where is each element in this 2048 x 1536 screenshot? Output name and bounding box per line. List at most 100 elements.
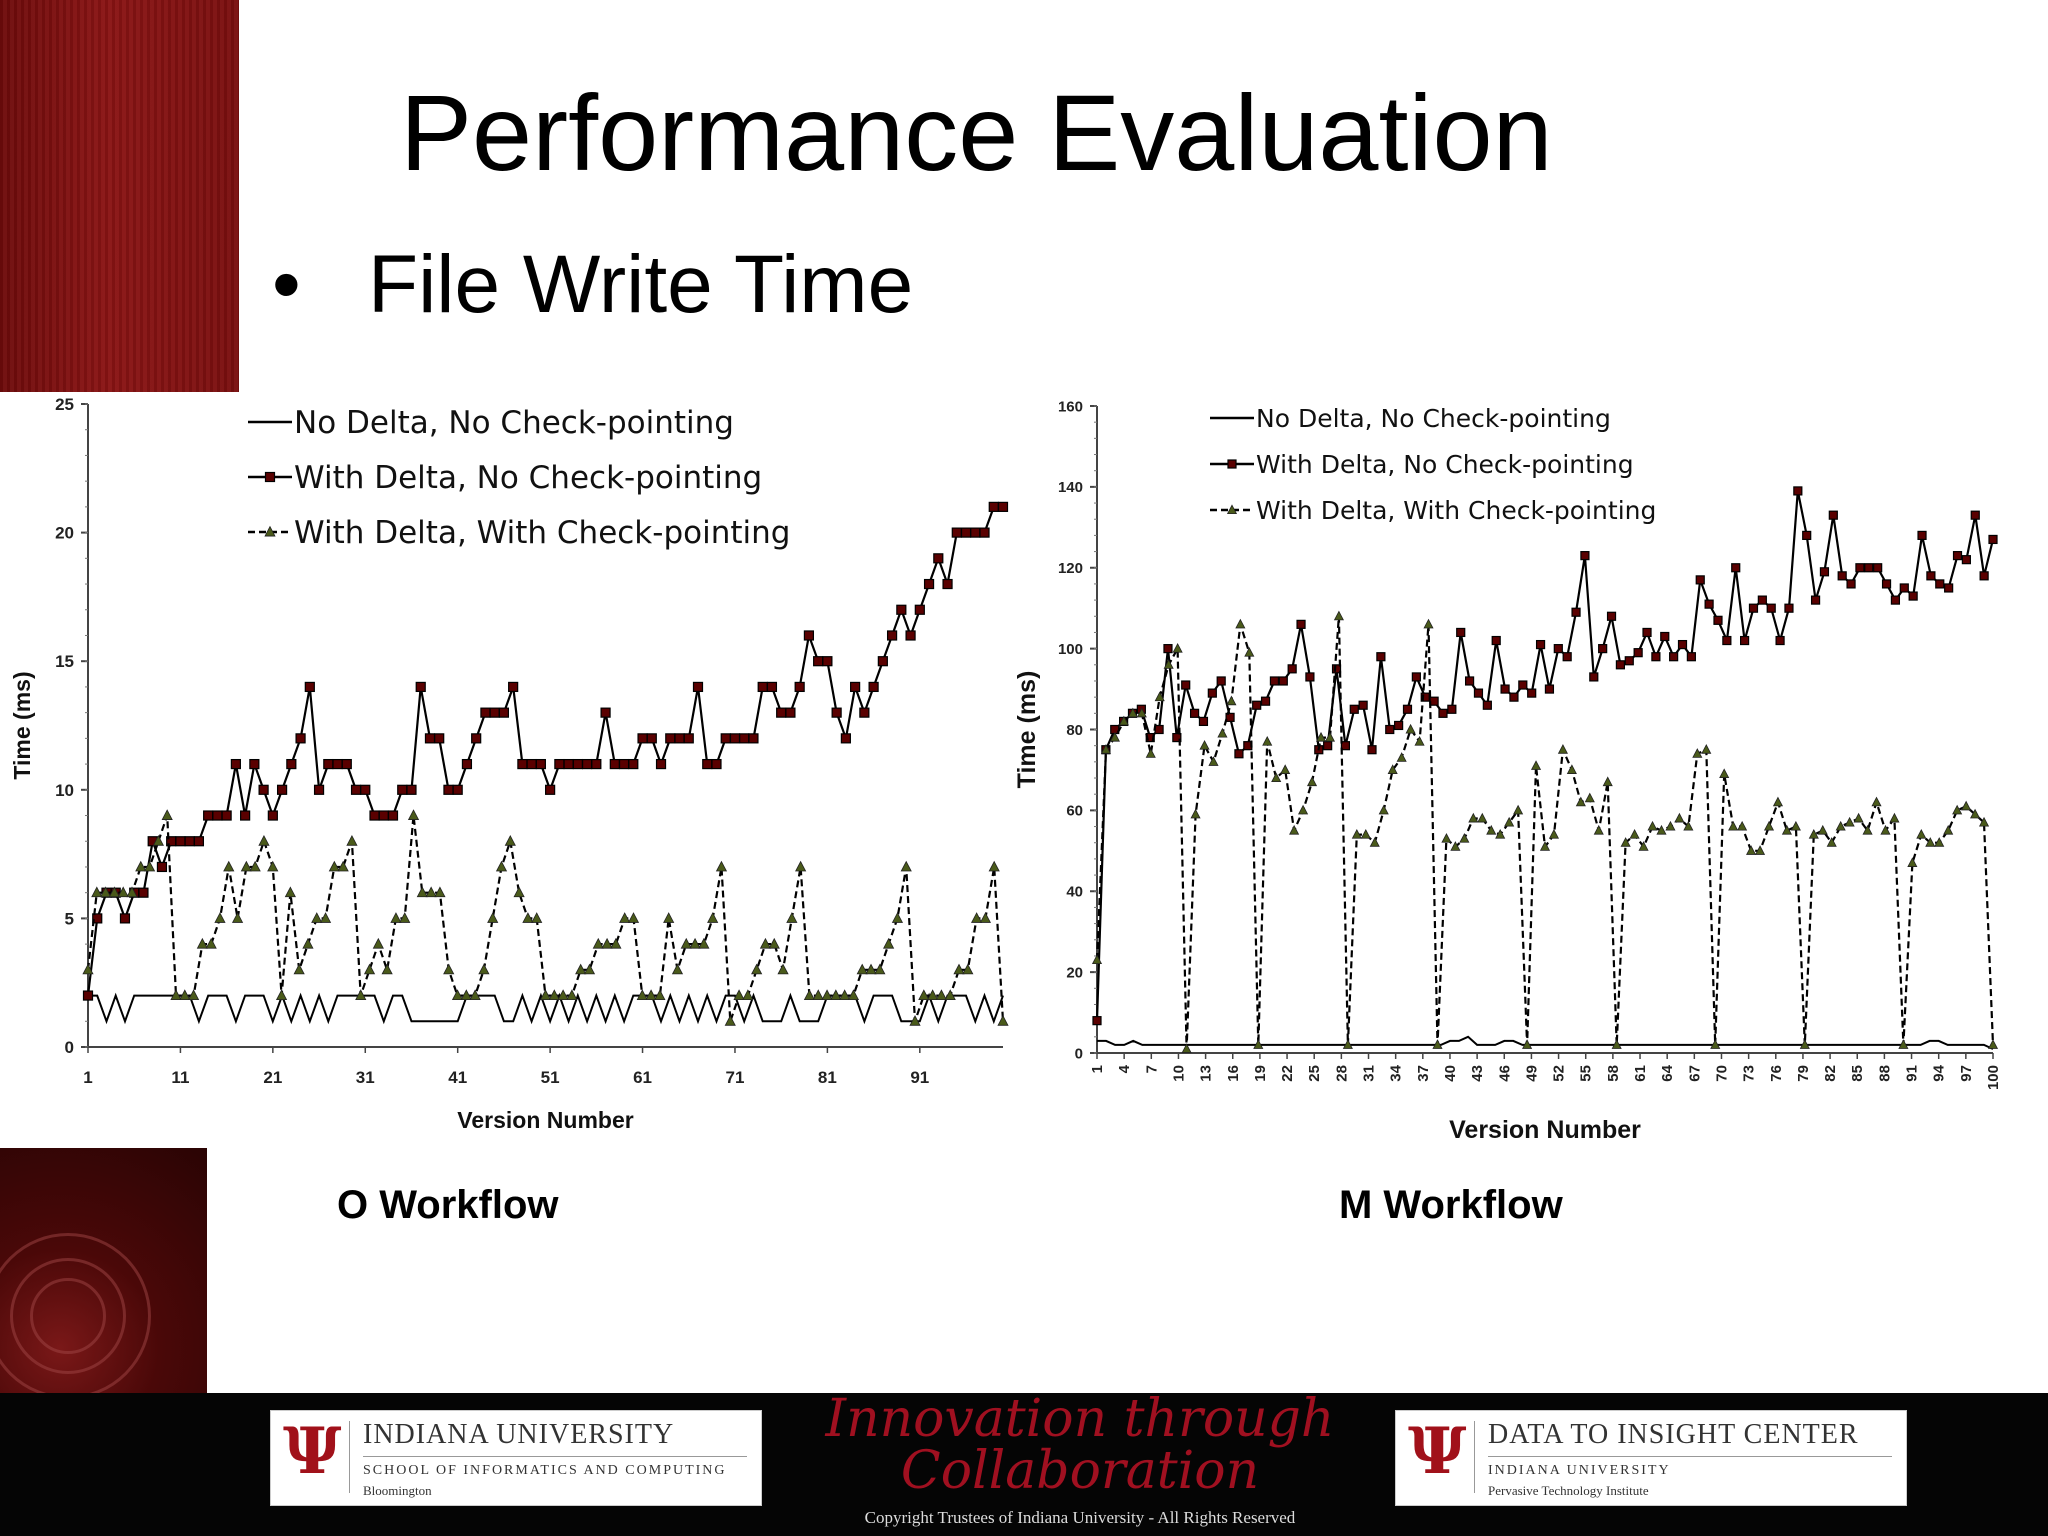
data-point-square — [683, 733, 694, 744]
data-point-triangle — [1109, 731, 1120, 742]
data-point-triangle — [1530, 760, 1542, 770]
data-point-triangle — [469, 989, 481, 1001]
x-tick-label: 1 — [1089, 1065, 1106, 1073]
data-point-triangle — [1396, 752, 1407, 762]
data-point-square — [267, 810, 278, 821]
data-point-square — [156, 861, 168, 873]
data-point-triangle — [768, 937, 780, 949]
data-point-square — [850, 681, 861, 693]
data-point-triangle — [689, 937, 701, 949]
data-point-triangle — [1136, 707, 1147, 718]
data-point-triangle — [1844, 816, 1855, 827]
data-point-triangle — [1441, 833, 1452, 843]
data-point-square — [1385, 724, 1395, 735]
data-point-square — [896, 604, 907, 615]
dic-name: DATA TO INSIGHT CENTER — [1488, 1419, 1859, 1450]
data-point-triangle — [1647, 820, 1658, 831]
data-point-square — [942, 578, 953, 590]
data-point-triangle — [1701, 744, 1712, 754]
data-point-square — [1349, 704, 1359, 714]
data-point-square — [618, 758, 630, 770]
x-tick-label: 34 — [1388, 1064, 1405, 1081]
data-point-triangle — [1100, 744, 1112, 754]
y-axis-label: Time (ms) — [1013, 671, 1041, 789]
data-point-square — [988, 501, 999, 512]
data-point-triangle — [399, 912, 411, 923]
x-tick-label: 61 — [633, 1068, 652, 1087]
data-point-triangle — [988, 860, 1000, 872]
data-point-triangle — [293, 963, 305, 975]
data-point-square — [415, 681, 426, 693]
data-point-square — [1163, 644, 1173, 654]
data-point-square — [1464, 676, 1475, 686]
data-point-square — [1677, 639, 1688, 650]
data-point-triangle — [1217, 727, 1228, 738]
x-tick-label: 94 — [1931, 1064, 1948, 1081]
data-point-triangle — [1790, 820, 1801, 831]
data-point-triangle — [1781, 824, 1792, 835]
data-point-square — [1775, 635, 1785, 646]
data-point-triangle — [715, 860, 728, 872]
data-point-triangle — [346, 834, 358, 846]
legend-label: With Delta, With Check-pointing — [1256, 496, 1656, 525]
data-point-square — [1784, 603, 1794, 613]
data-point-square — [711, 758, 722, 770]
data-point-square — [240, 810, 251, 821]
data-point-triangle — [416, 886, 428, 898]
y-tick-label: 40 — [1066, 884, 1083, 901]
series-markers-2 — [82, 501, 1009, 1001]
data-point-triangle — [1253, 1039, 1264, 1049]
data-point-square — [1358, 700, 1368, 710]
data-point-triangle — [566, 989, 578, 1001]
data-point-square — [813, 656, 824, 667]
data-point-triangle — [1369, 837, 1380, 847]
data-point-square — [1606, 611, 1617, 621]
data-point-square — [203, 810, 214, 821]
x-tick-label: 37 — [1415, 1065, 1432, 1082]
x-tick-label: 76 — [1768, 1065, 1785, 1082]
data-point-triangle — [135, 860, 147, 872]
y-axis-label: Time (ms) — [9, 671, 35, 779]
data-point-square — [1686, 652, 1696, 662]
data-point-triangle — [680, 937, 692, 949]
data-point-square — [1402, 704, 1413, 714]
data-point-square — [1846, 579, 1856, 589]
caption-o-workflow: O Workflow — [337, 1183, 559, 1227]
data-point-triangle — [1163, 659, 1174, 669]
data-point-triangle — [751, 963, 763, 975]
data-point-square — [258, 784, 269, 795]
data-point-triangle — [1746, 845, 1757, 855]
y-tick-label: 100 — [1058, 641, 1083, 658]
data-point-triangle — [390, 912, 402, 923]
data-point-square — [1669, 652, 1679, 662]
data-point-triangle — [601, 937, 613, 949]
data-point-triangle — [1728, 820, 1739, 831]
data-point-square — [637, 733, 648, 744]
data-point-square — [489, 707, 500, 718]
y-tick-label: 5 — [65, 909, 74, 928]
data-point-triangle — [1970, 808, 1981, 819]
data-point-square — [720, 733, 731, 744]
data-point-triangle — [372, 937, 384, 949]
data-point-square — [1624, 656, 1634, 666]
data-point-square — [1589, 672, 1599, 682]
data-point-triangle — [1387, 764, 1398, 774]
x-tick-label: 21 — [263, 1068, 282, 1087]
series-line-2 — [86, 505, 1003, 996]
data-point-square — [1890, 595, 1901, 605]
data-point-square — [1420, 692, 1430, 702]
data-point-square — [1935, 579, 1945, 589]
data-point-triangle — [1593, 824, 1604, 835]
data-point-square — [276, 784, 288, 795]
data-point-triangle — [1835, 820, 1846, 831]
data-point-triangle — [443, 963, 455, 975]
data-point-square — [1323, 741, 1333, 751]
data-point-square — [803, 630, 815, 641]
data-point-triangle — [249, 860, 261, 872]
data-point-square — [1473, 688, 1484, 698]
x-tick-label: 58 — [1605, 1065, 1622, 1082]
data-point-triangle — [1987, 1039, 1999, 1049]
data-point-square — [1810, 595, 1821, 605]
legend-swatch-marker — [1227, 459, 1237, 469]
